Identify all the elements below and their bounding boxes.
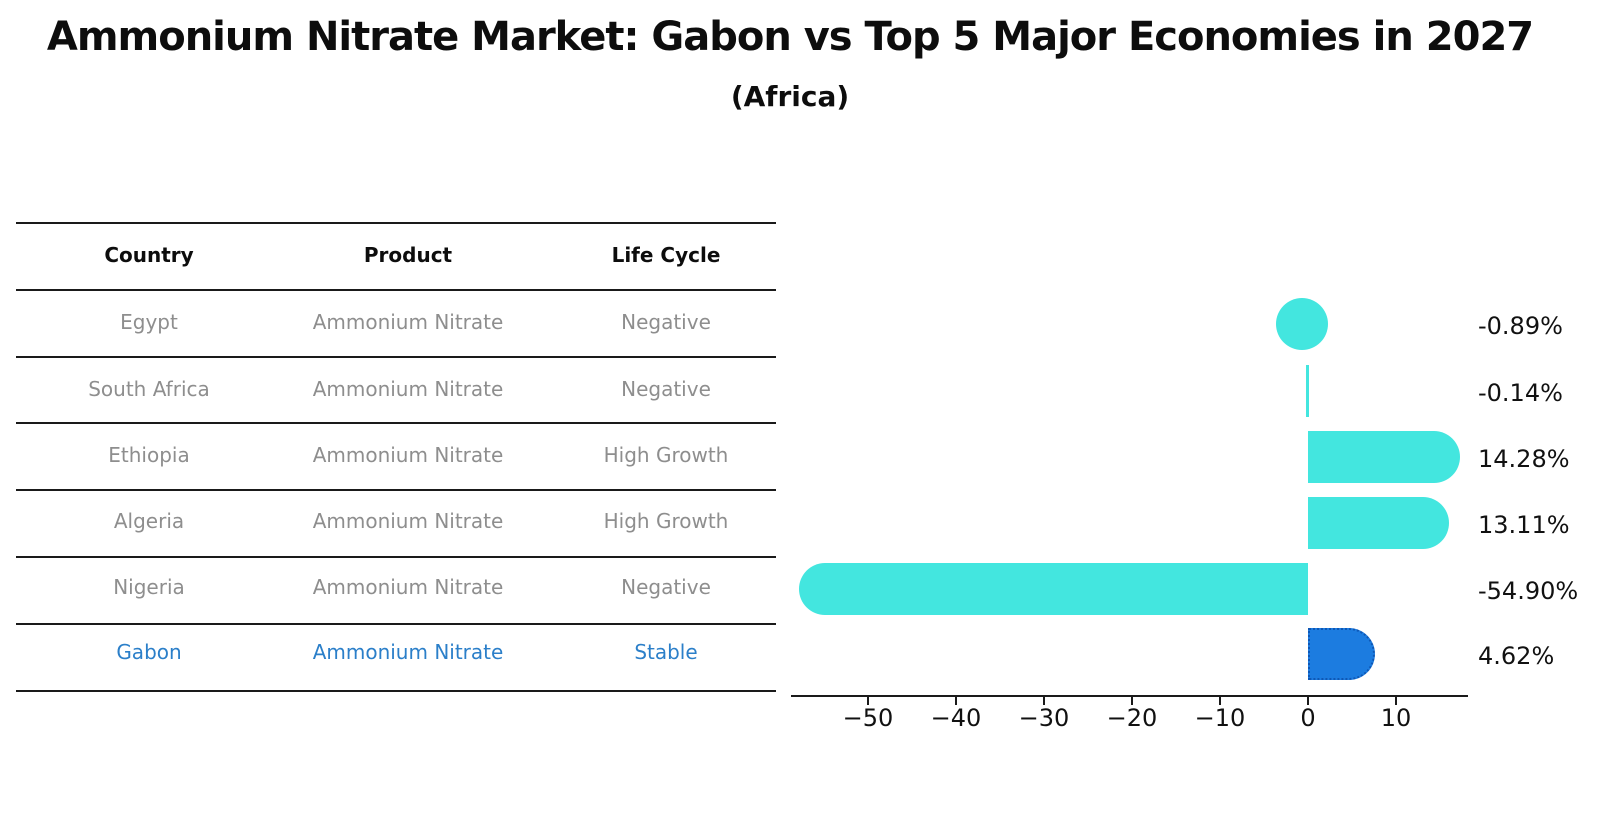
cell-lifecycle: Negative	[621, 377, 711, 401]
x-axis-tick	[1307, 695, 1309, 705]
x-axis-tick	[1219, 695, 1221, 705]
cell-product: Ammonium Nitrate	[312, 575, 504, 599]
bar-south-africa	[1306, 365, 1309, 417]
table-rule	[16, 556, 776, 558]
cell-country: Algeria	[113, 509, 185, 533]
bar-value-label: 14.28%	[1478, 445, 1570, 473]
cell-product: Ammonium Nitrate	[312, 509, 504, 533]
table-rule	[16, 489, 776, 491]
bar-value-label: -54.90%	[1478, 577, 1579, 605]
chart-title: Ammonium Nitrate Market: Gabon vs Top 5 …	[46, 14, 1534, 60]
cell-product: Ammonium Nitrate	[312, 310, 504, 334]
table-rule	[16, 422, 776, 424]
x-axis-tick-label: −40	[930, 704, 982, 732]
x-axis-tick	[1395, 695, 1397, 705]
bar-value-label: -0.14%	[1478, 379, 1563, 407]
x-axis-tick	[867, 695, 869, 705]
cell-lifecycle: Negative	[621, 310, 711, 334]
cell-country: Ethiopia	[108, 443, 190, 467]
cell-lifecycle: Stable	[634, 640, 698, 664]
x-axis-tick-label: −20	[1106, 704, 1158, 732]
table-rule	[16, 356, 776, 358]
cell-product: Ammonium Nitrate	[312, 377, 504, 401]
bar-ethiopia	[1308, 431, 1460, 483]
x-axis-tick-label: 10	[1380, 704, 1412, 732]
x-axis-line	[790, 695, 1469, 697]
cell-lifecycle: Negative	[621, 575, 711, 599]
cell-product: Ammonium Nitrate	[312, 640, 504, 664]
table-header-country: Country	[104, 243, 194, 267]
x-axis-tick-label: 0	[1300, 704, 1316, 732]
cell-country: South Africa	[88, 377, 210, 401]
bar-gabon	[1308, 628, 1375, 680]
bar-value-label: -0.89%	[1478, 312, 1563, 340]
bar-value-label: 4.62%	[1478, 642, 1555, 670]
bar-nigeria	[798, 563, 1308, 615]
x-axis-tick	[1131, 695, 1133, 705]
cell-country: Nigeria	[113, 575, 185, 599]
x-axis-tick	[955, 695, 957, 705]
cell-product: Ammonium Nitrate	[312, 443, 504, 467]
cell-country: Egypt	[120, 310, 178, 334]
table-rule	[16, 222, 776, 224]
table-header-product: Product	[363, 243, 453, 267]
table-rule	[16, 623, 776, 625]
x-axis-tick	[1043, 695, 1045, 705]
cell-country: Gabon	[116, 640, 182, 664]
cell-lifecycle: High Growth	[603, 443, 729, 467]
table-header-lifecycle: Life Cycle	[611, 243, 721, 267]
bar-algeria	[1308, 497, 1450, 549]
x-axis-tick-label: −50	[842, 704, 894, 732]
bar-value-label: 13.11%	[1478, 511, 1570, 539]
bar-egypt	[1276, 298, 1328, 350]
x-axis-tick-label: −30	[1018, 704, 1070, 732]
x-axis-tick-label: −10	[1194, 704, 1246, 732]
table-rule	[16, 690, 776, 692]
cell-lifecycle: High Growth	[603, 509, 729, 533]
table-rule	[16, 289, 776, 291]
chart-subtitle: (Africa)	[730, 80, 850, 113]
